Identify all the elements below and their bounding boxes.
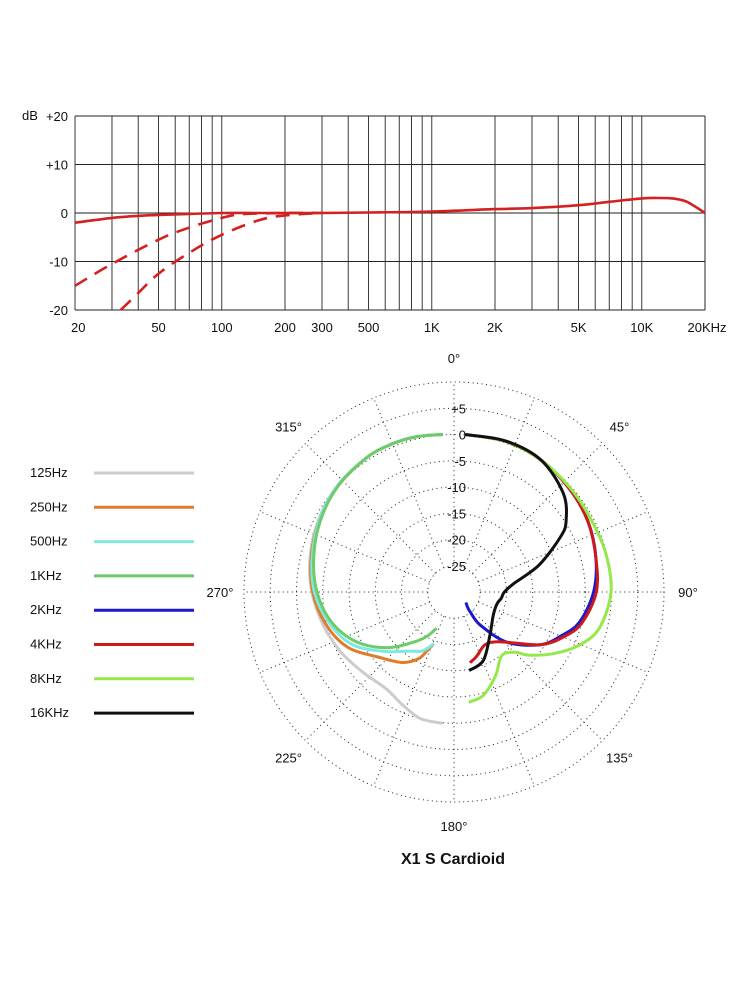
x-tick-label: 20KHz (687, 320, 726, 335)
angle-label: 225° (275, 750, 302, 765)
x-tick-label: 50 (151, 320, 165, 335)
response-curve-dashed (119, 211, 323, 311)
radial-label: -15 (447, 506, 466, 521)
polar-ring (348, 486, 560, 698)
polar-ring (401, 539, 507, 645)
y-tick-labels: +20 +10 0 -10 -20 (46, 109, 68, 318)
y-tick-label: -20 (49, 303, 68, 318)
polar-angle-labels: 0° 45° 90° 135° 180° 225° 270° 315° (207, 351, 698, 834)
legend-label: 125Hz (30, 465, 68, 480)
legend-label: 500Hz (30, 534, 68, 549)
angle-label: 315° (275, 420, 302, 435)
polar-spoke (259, 511, 430, 583)
y-tick-label: +20 (46, 109, 68, 124)
x-tick-label: 200 (274, 320, 296, 335)
legend-label: 1KHz (30, 568, 62, 583)
y-tick-label: +10 (46, 158, 68, 173)
polar-spoke (305, 443, 436, 574)
radial-label: -25 (447, 559, 466, 574)
angle-label: 90° (678, 585, 698, 600)
polar-series-125hz (308, 433, 444, 725)
polar-spoke (373, 616, 445, 787)
angle-label: 135° (606, 750, 633, 765)
polar-radial-labels: +5 0 -5 -10 -15 -20 -25 (447, 401, 466, 574)
polar-spoke (305, 610, 436, 741)
y-tick-label: -10 (49, 255, 68, 270)
polar-series-1khz (312, 433, 444, 650)
x-tick-label: 1K (424, 320, 440, 335)
x-tick-label: 100 (211, 320, 233, 335)
polar-series-16khz (464, 433, 569, 672)
polar-spoke (463, 397, 535, 568)
angle-label: 45° (610, 420, 630, 435)
polar-ring (243, 381, 665, 803)
polar-ring (322, 460, 586, 724)
legend: 125Hz 250Hz 500Hz 1KHz 2KHz 4KHz 8KHz 16KHz (30, 465, 194, 720)
x-tick-label: 10K (630, 320, 653, 335)
polar-spoke (373, 397, 445, 568)
x-tick-labels: 20 50 100 200 300 500 1K 2K 5K 10K 20KHz (71, 320, 727, 335)
angle-label: 0° (448, 351, 460, 366)
x-tick-label: 20 (71, 320, 85, 335)
legend-label: 4KHz (30, 637, 62, 652)
y-tick-label: 0 (61, 206, 68, 221)
polar-spoke (478, 601, 649, 673)
polar-spoke (472, 610, 603, 741)
polar-series-500hz (310, 433, 444, 654)
polar-spoke (259, 601, 430, 673)
response-curve-dashed (74, 211, 323, 287)
legend-label: 250Hz (30, 499, 68, 514)
polar-series-2khz (464, 433, 598, 647)
polar-grid (243, 381, 665, 803)
y-axis-label: dB (22, 108, 38, 123)
radial-label: 0 (459, 428, 466, 443)
polar-series (308, 433, 613, 725)
angle-label: 270° (207, 585, 234, 600)
frequency-response-chart: dB +20 +10 0 -10 -20 20 50 100 200 300 500 1K 2K 5K 1… (22, 108, 727, 335)
polar-ring (374, 512, 534, 672)
legend-label: 16KHz (30, 705, 69, 720)
polar-series-250hz (309, 433, 444, 665)
x-tick-label: 5K (571, 320, 587, 335)
response-curve-solid (74, 196, 706, 224)
polar-spoke (463, 616, 535, 787)
radial-label: +5 (451, 401, 466, 416)
legend-label: 2KHz (30, 602, 62, 617)
x-tick-label: 300 (311, 320, 333, 335)
polar-spoke (472, 443, 603, 574)
radial-label: -20 (447, 533, 466, 548)
x-tick-label: 500 (358, 320, 380, 335)
frequency-series (74, 196, 706, 311)
legend-label: 8KHz (30, 671, 62, 686)
chart-title: X1 S Cardioid (401, 851, 505, 868)
radial-label: -5 (454, 454, 466, 469)
radial-label: -10 (447, 480, 466, 495)
angle-label: 180° (441, 819, 468, 834)
polar-series-8khz (464, 433, 613, 704)
polar-spoke (478, 511, 649, 583)
x-tick-label: 2K (487, 320, 503, 335)
